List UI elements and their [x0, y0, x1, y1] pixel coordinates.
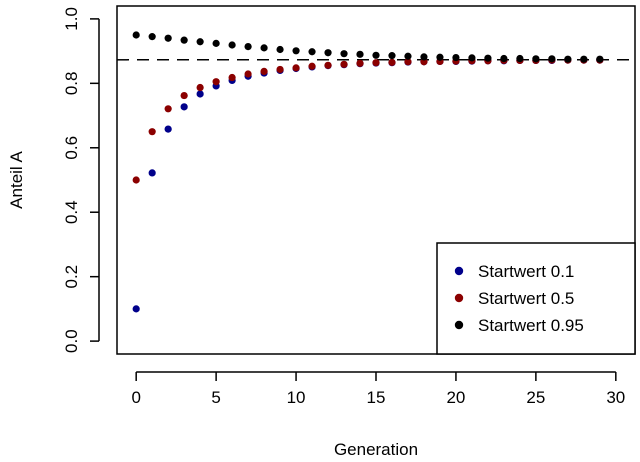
y-axis: 0.0 0.2 0.4 0.6 0.8 1.0: [62, 7, 100, 353]
data-point: [148, 128, 156, 136]
x-tick-label: 25: [526, 388, 545, 407]
y-tick-label: 0.4: [62, 200, 81, 224]
data-point: [452, 53, 460, 62]
data-point: [132, 31, 140, 39]
legend-label: Startwert 0.95: [478, 316, 584, 335]
data-point: [196, 83, 204, 92]
data-point: [372, 59, 380, 67]
y-tick-label: 0.6: [62, 136, 81, 160]
data-point: [436, 53, 444, 61]
data-point: [580, 55, 588, 63]
data-points: [132, 31, 604, 313]
data-point: [164, 105, 172, 113]
data-point: [212, 39, 220, 47]
legend: Startwert 0.1 Startwert 0.5 Startwert 0.95: [436, 242, 636, 355]
y-tick-label: 0.8: [62, 72, 81, 96]
plot-frame: [116, 5, 636, 355]
data-point: [260, 67, 268, 76]
data-point: [196, 90, 204, 98]
y-tick-label: 0.0: [62, 329, 81, 353]
data-point: [148, 169, 156, 177]
data-point: [532, 55, 540, 63]
x-axis: 0 5 10 15 20 25 30: [131, 371, 625, 407]
data-point: [180, 91, 188, 100]
data-point: [388, 52, 396, 60]
data-point: [596, 55, 604, 63]
data-point: [500, 54, 508, 63]
data-point: [180, 36, 188, 44]
data-point: [308, 62, 316, 70]
data-point: [180, 103, 188, 111]
data-point: [356, 50, 364, 58]
data-point: [276, 45, 284, 54]
data-point: [308, 48, 316, 56]
data-point: [228, 73, 236, 82]
legend-marker: [454, 320, 464, 330]
data-point: [212, 78, 220, 86]
data-point: [132, 176, 140, 184]
data-point: [404, 58, 412, 66]
data-point: [260, 44, 268, 52]
legend-marker: [454, 293, 464, 303]
y-tick-label: 0.2: [62, 265, 81, 289]
data-point: [356, 59, 364, 67]
data-point: [340, 60, 348, 68]
data-point: [164, 125, 172, 133]
x-tick-label: 0: [131, 388, 140, 407]
data-point: [244, 70, 252, 78]
y-tick-label: 1.0: [62, 7, 81, 31]
data-point: [132, 305, 140, 313]
data-point: [244, 43, 252, 51]
x-tick-label: 5: [211, 388, 220, 407]
legend-label: Startwert 0.5: [478, 289, 574, 308]
x-tick-label: 10: [287, 388, 306, 407]
legend-marker: [454, 266, 464, 276]
x-tick-label: 30: [606, 388, 625, 407]
x-tick-label: 20: [446, 388, 465, 407]
y-axis-title: Anteil A: [7, 151, 26, 209]
data-point: [388, 58, 396, 66]
data-point: [420, 53, 428, 61]
legend-label: Startwert 0.1: [478, 262, 574, 281]
data-point: [228, 41, 236, 49]
legend-box: [436, 242, 636, 355]
x-tick-label: 15: [367, 388, 386, 407]
data-point: [324, 61, 332, 69]
data-point: [516, 54, 524, 63]
data-point: [164, 34, 172, 42]
data-point: [372, 51, 380, 59]
data-point: [564, 55, 572, 63]
data-point: [340, 50, 348, 58]
data-point: [484, 54, 492, 62]
x-axis-title: Generation: [334, 440, 418, 459]
data-point: [292, 64, 300, 72]
data-point: [404, 52, 412, 60]
data-point: [324, 49, 332, 57]
data-point: [276, 65, 284, 74]
data-point: [148, 33, 156, 41]
data-point: [548, 55, 556, 63]
data-point: [468, 54, 476, 62]
data-point: [196, 38, 204, 46]
data-point: [292, 47, 300, 55]
